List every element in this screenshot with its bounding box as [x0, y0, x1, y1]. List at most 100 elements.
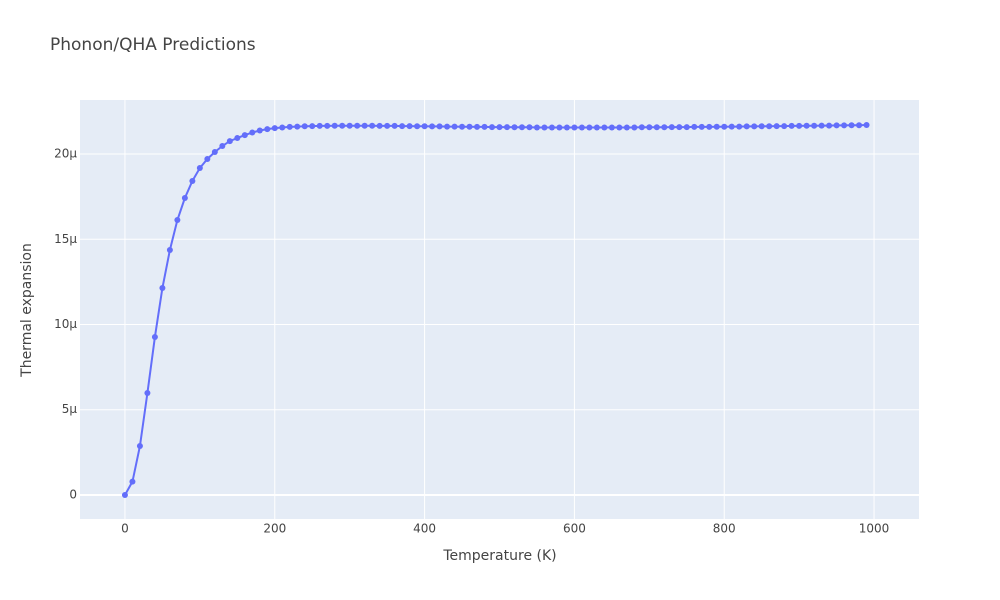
data-point — [174, 217, 181, 224]
x-tick-label: 200 — [263, 522, 286, 536]
data-point — [623, 124, 630, 131]
data-point — [361, 122, 368, 129]
data-point — [474, 123, 481, 130]
data-point — [279, 124, 286, 131]
data-point — [376, 122, 383, 129]
data-point — [841, 122, 848, 129]
data-point — [316, 122, 323, 129]
data-point — [638, 124, 645, 131]
data-point — [661, 124, 668, 131]
data-point — [781, 123, 788, 130]
data-point — [204, 155, 211, 162]
data-point — [586, 124, 593, 131]
data-point — [518, 124, 525, 131]
data-line — [124, 124, 867, 496]
data-point — [211, 148, 218, 155]
data-point — [489, 124, 496, 131]
data-point — [234, 135, 241, 142]
data-point — [631, 124, 638, 131]
data-point — [683, 124, 690, 131]
data-point — [466, 123, 473, 130]
data-point — [444, 123, 451, 130]
data-point — [406, 123, 413, 130]
data-point — [496, 124, 503, 131]
data-point — [421, 123, 428, 130]
data-point — [429, 123, 436, 130]
data-point — [593, 124, 600, 131]
data-point — [616, 124, 623, 131]
chart-title: Phonon/QHA Predictions — [50, 35, 256, 55]
x-tick-label: 1000 — [859, 522, 890, 536]
data-point — [751, 123, 758, 130]
data-point — [788, 122, 795, 129]
data-point — [608, 124, 615, 131]
data-point — [556, 124, 563, 131]
data-point — [459, 123, 466, 130]
data-point — [526, 124, 533, 131]
data-point — [653, 124, 660, 131]
data-point — [166, 247, 173, 254]
data-point — [818, 122, 825, 129]
data-point — [249, 129, 256, 136]
data-point — [766, 123, 773, 130]
data-point — [743, 123, 750, 130]
data-point — [121, 491, 128, 498]
data-point — [196, 165, 203, 172]
y-axis-title: Thermal expansion — [19, 243, 35, 378]
data-point — [391, 122, 398, 129]
data-point — [129, 478, 136, 485]
data-point — [346, 122, 353, 129]
data-point — [369, 122, 376, 129]
data-point — [219, 143, 226, 150]
x-tick-label: 400 — [413, 522, 436, 536]
data-point — [571, 124, 578, 131]
y-tick-label: 10μ — [54, 317, 77, 331]
data-point — [384, 122, 391, 129]
y-tick-label: 15μ — [54, 232, 77, 246]
data-point — [541, 124, 548, 131]
data-point — [226, 138, 233, 145]
data-point — [151, 333, 158, 340]
x-tick-label: 600 — [563, 522, 586, 536]
data-point — [728, 123, 735, 130]
data-point — [811, 122, 818, 129]
plot-area — [80, 100, 919, 519]
data-point — [189, 177, 196, 184]
data-point — [848, 122, 855, 129]
data-point — [706, 123, 713, 130]
y-tick-label: 0 — [69, 487, 77, 501]
x-tick-label: 800 — [713, 522, 736, 536]
data-point — [511, 124, 518, 131]
data-point — [856, 122, 863, 129]
data-point — [301, 123, 308, 130]
x-axis-title: Temperature (K) — [442, 548, 556, 564]
data-point — [796, 122, 803, 129]
data-point — [181, 195, 188, 202]
data-point — [736, 123, 743, 130]
data-point — [399, 123, 406, 130]
data-point — [676, 124, 683, 131]
data-point — [548, 124, 555, 131]
data-point — [601, 124, 608, 131]
data-point — [803, 122, 810, 129]
data-point — [691, 123, 698, 130]
data-point — [773, 123, 780, 130]
data-point — [646, 124, 653, 131]
x-tick-label: 0 — [121, 522, 129, 536]
data-point — [721, 123, 728, 130]
data-point — [436, 123, 443, 130]
data-point — [339, 122, 346, 129]
data-point — [758, 123, 765, 130]
data-point — [833, 122, 840, 129]
data-point — [241, 132, 248, 139]
data-point — [503, 124, 510, 131]
y-tick-label: 5μ — [62, 402, 78, 416]
data-point — [863, 122, 870, 129]
data-point — [533, 124, 540, 131]
data-point — [264, 126, 271, 133]
data-point — [271, 125, 278, 132]
data-point — [578, 124, 585, 131]
data-point — [414, 123, 421, 130]
